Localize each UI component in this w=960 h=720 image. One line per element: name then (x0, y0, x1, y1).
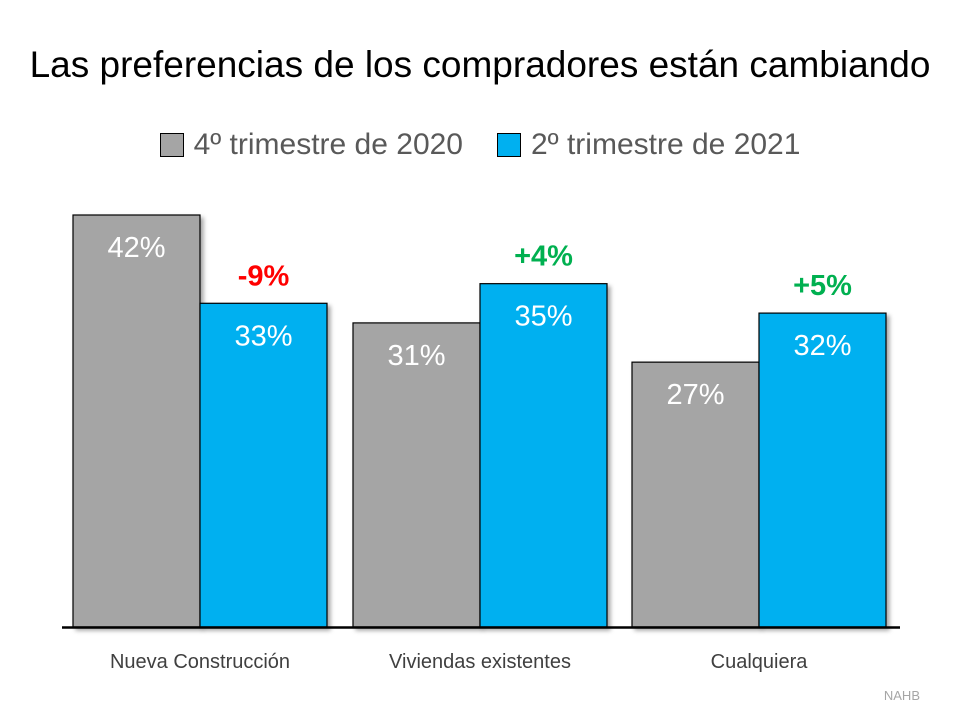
change-label: +5% (793, 270, 852, 302)
change-label: +4% (514, 241, 573, 273)
x-tick-label: Cualquiera (711, 651, 809, 673)
bar (479, 283, 608, 628)
legend-item-2020: 4º trimestre de 2020 (159, 128, 463, 162)
source-label: NAHB (883, 688, 920, 703)
legend-swatch-blue (497, 133, 521, 157)
data-label: 42% (107, 232, 165, 264)
legend-label: 4º trimestre de 2020 (193, 128, 463, 161)
legend-swatch-gray (159, 133, 184, 157)
legend-label: 2º trimestre de 2021 (531, 128, 801, 161)
legend: 4º trimestre de 2020 2º trimestre de 202… (0, 128, 960, 162)
legend-item-2021: 2º trimestre de 2021 (497, 128, 800, 162)
x-tick-label: Viviendas existentes (389, 651, 571, 673)
data-label: 35% (514, 301, 572, 333)
bar (758, 312, 887, 628)
bar (72, 214, 201, 628)
change-label: -9% (238, 260, 290, 292)
data-label: 31% (387, 340, 445, 372)
data-label: 33% (234, 320, 292, 352)
data-label: 27% (666, 379, 724, 411)
x-tick-label: Nueva Construcción (110, 651, 290, 673)
data-label: 32% (793, 330, 851, 362)
chart-title: Las preferencias de los compradores está… (29, 44, 931, 85)
